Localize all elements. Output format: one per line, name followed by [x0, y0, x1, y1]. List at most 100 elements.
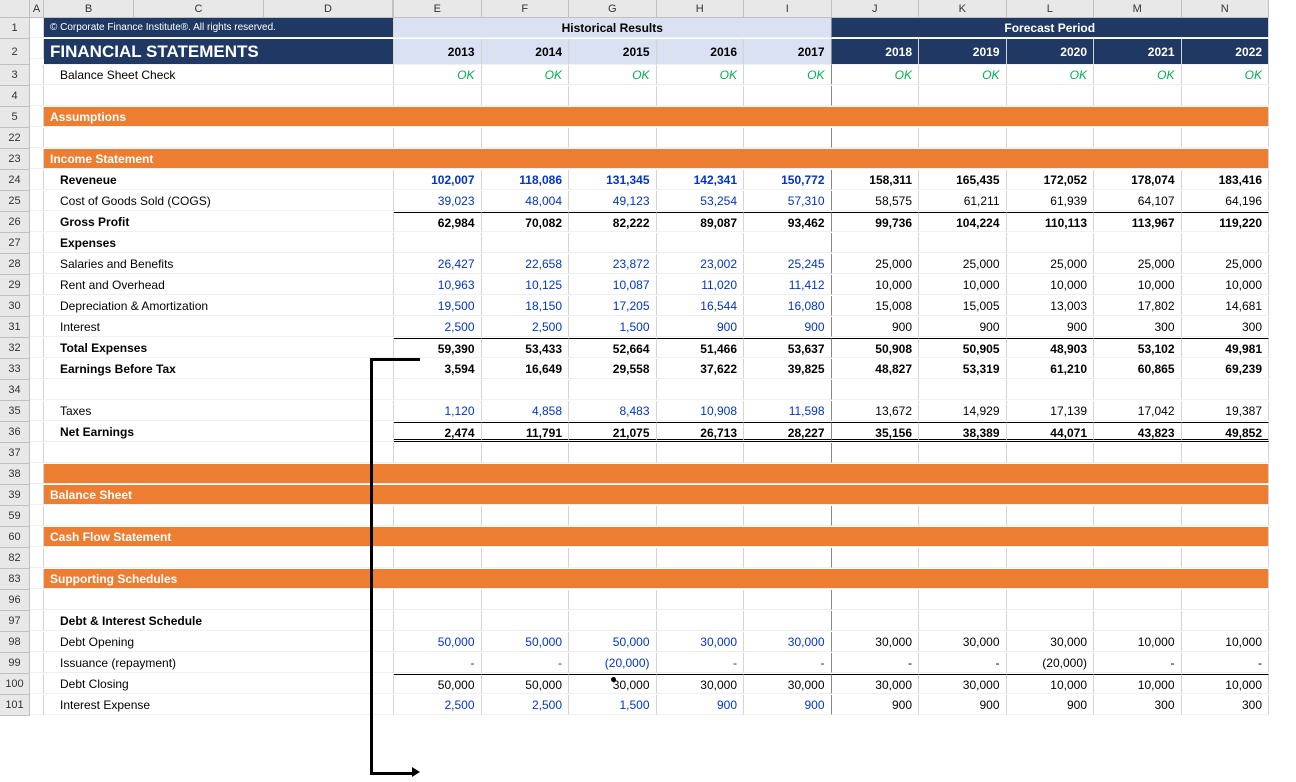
val-netearn-3[interactable]: 26,713 [657, 422, 745, 442]
val-rent-3[interactable]: 11,020 [657, 275, 745, 295]
row-header-97[interactable]: 97 [0, 611, 30, 632]
row-header-30[interactable]: 30 [0, 296, 30, 317]
data-cell[interactable] [919, 443, 1007, 463]
val-interest-0[interactable]: 2,500 [394, 317, 482, 337]
data-cell[interactable] [657, 611, 745, 631]
val-netearn-1[interactable]: 11,791 [482, 422, 570, 442]
col-header-K[interactable]: K [919, 0, 1007, 18]
data-cell[interactable] [1007, 548, 1095, 568]
val-intexp-9[interactable]: 300 [1182, 695, 1270, 715]
val-rent-4[interactable]: 11,412 [744, 275, 832, 295]
row-header-24[interactable]: 24 [0, 170, 30, 191]
val-gross-2[interactable]: 82,222 [569, 212, 657, 232]
col-header-BCD[interactable]: BCD [44, 0, 394, 18]
val-salaries-0[interactable]: 26,427 [394, 254, 482, 274]
data-cell[interactable] [394, 128, 482, 148]
row-header-5[interactable]: 5 [0, 107, 30, 128]
val-debtclose-9[interactable]: 10,000 [1182, 674, 1270, 694]
val-revenue-5[interactable]: 158,311 [832, 170, 920, 190]
col-header-F[interactable]: F [482, 0, 570, 18]
data-cell[interactable] [394, 548, 482, 568]
val-issuance-4[interactable]: - [744, 653, 832, 673]
data-cell[interactable] [1182, 548, 1270, 568]
data-cell[interactable] [1182, 506, 1270, 526]
val-intexp-0[interactable]: 2,500 [394, 695, 482, 715]
data-cell[interactable] [394, 233, 482, 253]
row-header-99[interactable]: 99 [0, 653, 30, 674]
val-taxes-4[interactable]: 11,598 [744, 401, 832, 421]
data-cell[interactable] [657, 590, 745, 610]
val-debtclose-8[interactable]: 10,000 [1094, 674, 1182, 694]
data-cell[interactable] [657, 548, 745, 568]
val-interest-8[interactable]: 300 [1094, 317, 1182, 337]
data-cell[interactable] [482, 128, 570, 148]
data-cell[interactable] [1182, 443, 1270, 463]
val-interest-6[interactable]: 900 [919, 317, 1007, 337]
val-debtopen-5[interactable]: 30,000 [832, 632, 920, 652]
data-cell[interactable] [919, 233, 1007, 253]
row-header-4[interactable]: 4 [0, 86, 30, 107]
val-salaries-9[interactable]: 25,000 [1182, 254, 1270, 274]
data-cell[interactable] [1007, 380, 1095, 400]
data-cell[interactable] [1182, 128, 1270, 148]
data-cell[interactable] [482, 443, 570, 463]
val-revenue-9[interactable]: 183,416 [1182, 170, 1270, 190]
col-header-G[interactable]: G [569, 0, 657, 18]
data-cell[interactable] [569, 548, 657, 568]
data-cell[interactable] [569, 611, 657, 631]
val-depr-5[interactable]: 15,008 [832, 296, 920, 316]
col-header-E[interactable]: E [394, 0, 482, 18]
data-cell[interactable] [482, 590, 570, 610]
val-gross-9[interactable]: 119,220 [1182, 212, 1270, 232]
val-debtclose-4[interactable]: 30,000 [744, 674, 832, 694]
val-rent-0[interactable]: 10,963 [394, 275, 482, 295]
row-header-34[interactable]: 34 [0, 380, 30, 401]
row-header-3[interactable]: 3 [0, 65, 30, 86]
val-debtopen-6[interactable]: 30,000 [919, 632, 1007, 652]
val-rent-2[interactable]: 10,087 [569, 275, 657, 295]
data-cell[interactable] [744, 590, 832, 610]
data-cell[interactable] [482, 380, 570, 400]
val-debtclose-3[interactable]: 30,000 [657, 674, 745, 694]
val-debtopen-9[interactable]: 10,000 [1182, 632, 1270, 652]
row-header-39[interactable]: 39 [0, 485, 30, 506]
val-intexp-7[interactable]: 900 [1007, 695, 1095, 715]
data-cell[interactable] [832, 506, 920, 526]
val-revenue-4[interactable]: 150,772 [744, 170, 832, 190]
data-cell[interactable] [1007, 506, 1095, 526]
data-cell[interactable] [657, 380, 745, 400]
row-header-82[interactable]: 82 [0, 548, 30, 569]
row-header-29[interactable]: 29 [0, 275, 30, 296]
val-issuance-0[interactable]: - [394, 653, 482, 673]
val-issuance-3[interactable]: - [657, 653, 745, 673]
val-depr-4[interactable]: 16,080 [744, 296, 832, 316]
val-ebt-3[interactable]: 37,622 [657, 359, 745, 379]
val-debtopen-2[interactable]: 50,000 [569, 632, 657, 652]
val-issuance-8[interactable]: - [1094, 653, 1182, 673]
val-cogs-2[interactable]: 49,123 [569, 191, 657, 211]
val-gross-7[interactable]: 110,113 [1007, 212, 1095, 232]
val-interest-1[interactable]: 2,500 [482, 317, 570, 337]
col-header-J[interactable]: J [832, 0, 920, 18]
val-depr-7[interactable]: 13,003 [1007, 296, 1095, 316]
val-debtopen-0[interactable]: 50,000 [394, 632, 482, 652]
val-rent-7[interactable]: 10,000 [1007, 275, 1095, 295]
val-cogs-7[interactable]: 61,939 [1007, 191, 1095, 211]
val-netearn-0[interactable]: 2,474 [394, 422, 482, 442]
row-header-100[interactable]: 100 [0, 674, 30, 695]
data-cell[interactable] [1007, 611, 1095, 631]
row-header-22[interactable]: 22 [0, 128, 30, 149]
val-rent-8[interactable]: 10,000 [1094, 275, 1182, 295]
val-totexp-0[interactable]: 59,390 [394, 338, 482, 358]
row-header-23[interactable]: 23 [0, 149, 30, 170]
row-header-36[interactable]: 36 [0, 422, 30, 443]
val-totexp-9[interactable]: 49,981 [1182, 338, 1270, 358]
data-cell[interactable] [832, 86, 920, 106]
val-totexp-3[interactable]: 51,466 [657, 338, 745, 358]
val-salaries-6[interactable]: 25,000 [919, 254, 1007, 274]
val-totexp-7[interactable]: 48,903 [1007, 338, 1095, 358]
val-gross-5[interactable]: 99,736 [832, 212, 920, 232]
data-cell[interactable] [832, 590, 920, 610]
data-cell[interactable] [394, 611, 482, 631]
val-totexp-1[interactable]: 53,433 [482, 338, 570, 358]
